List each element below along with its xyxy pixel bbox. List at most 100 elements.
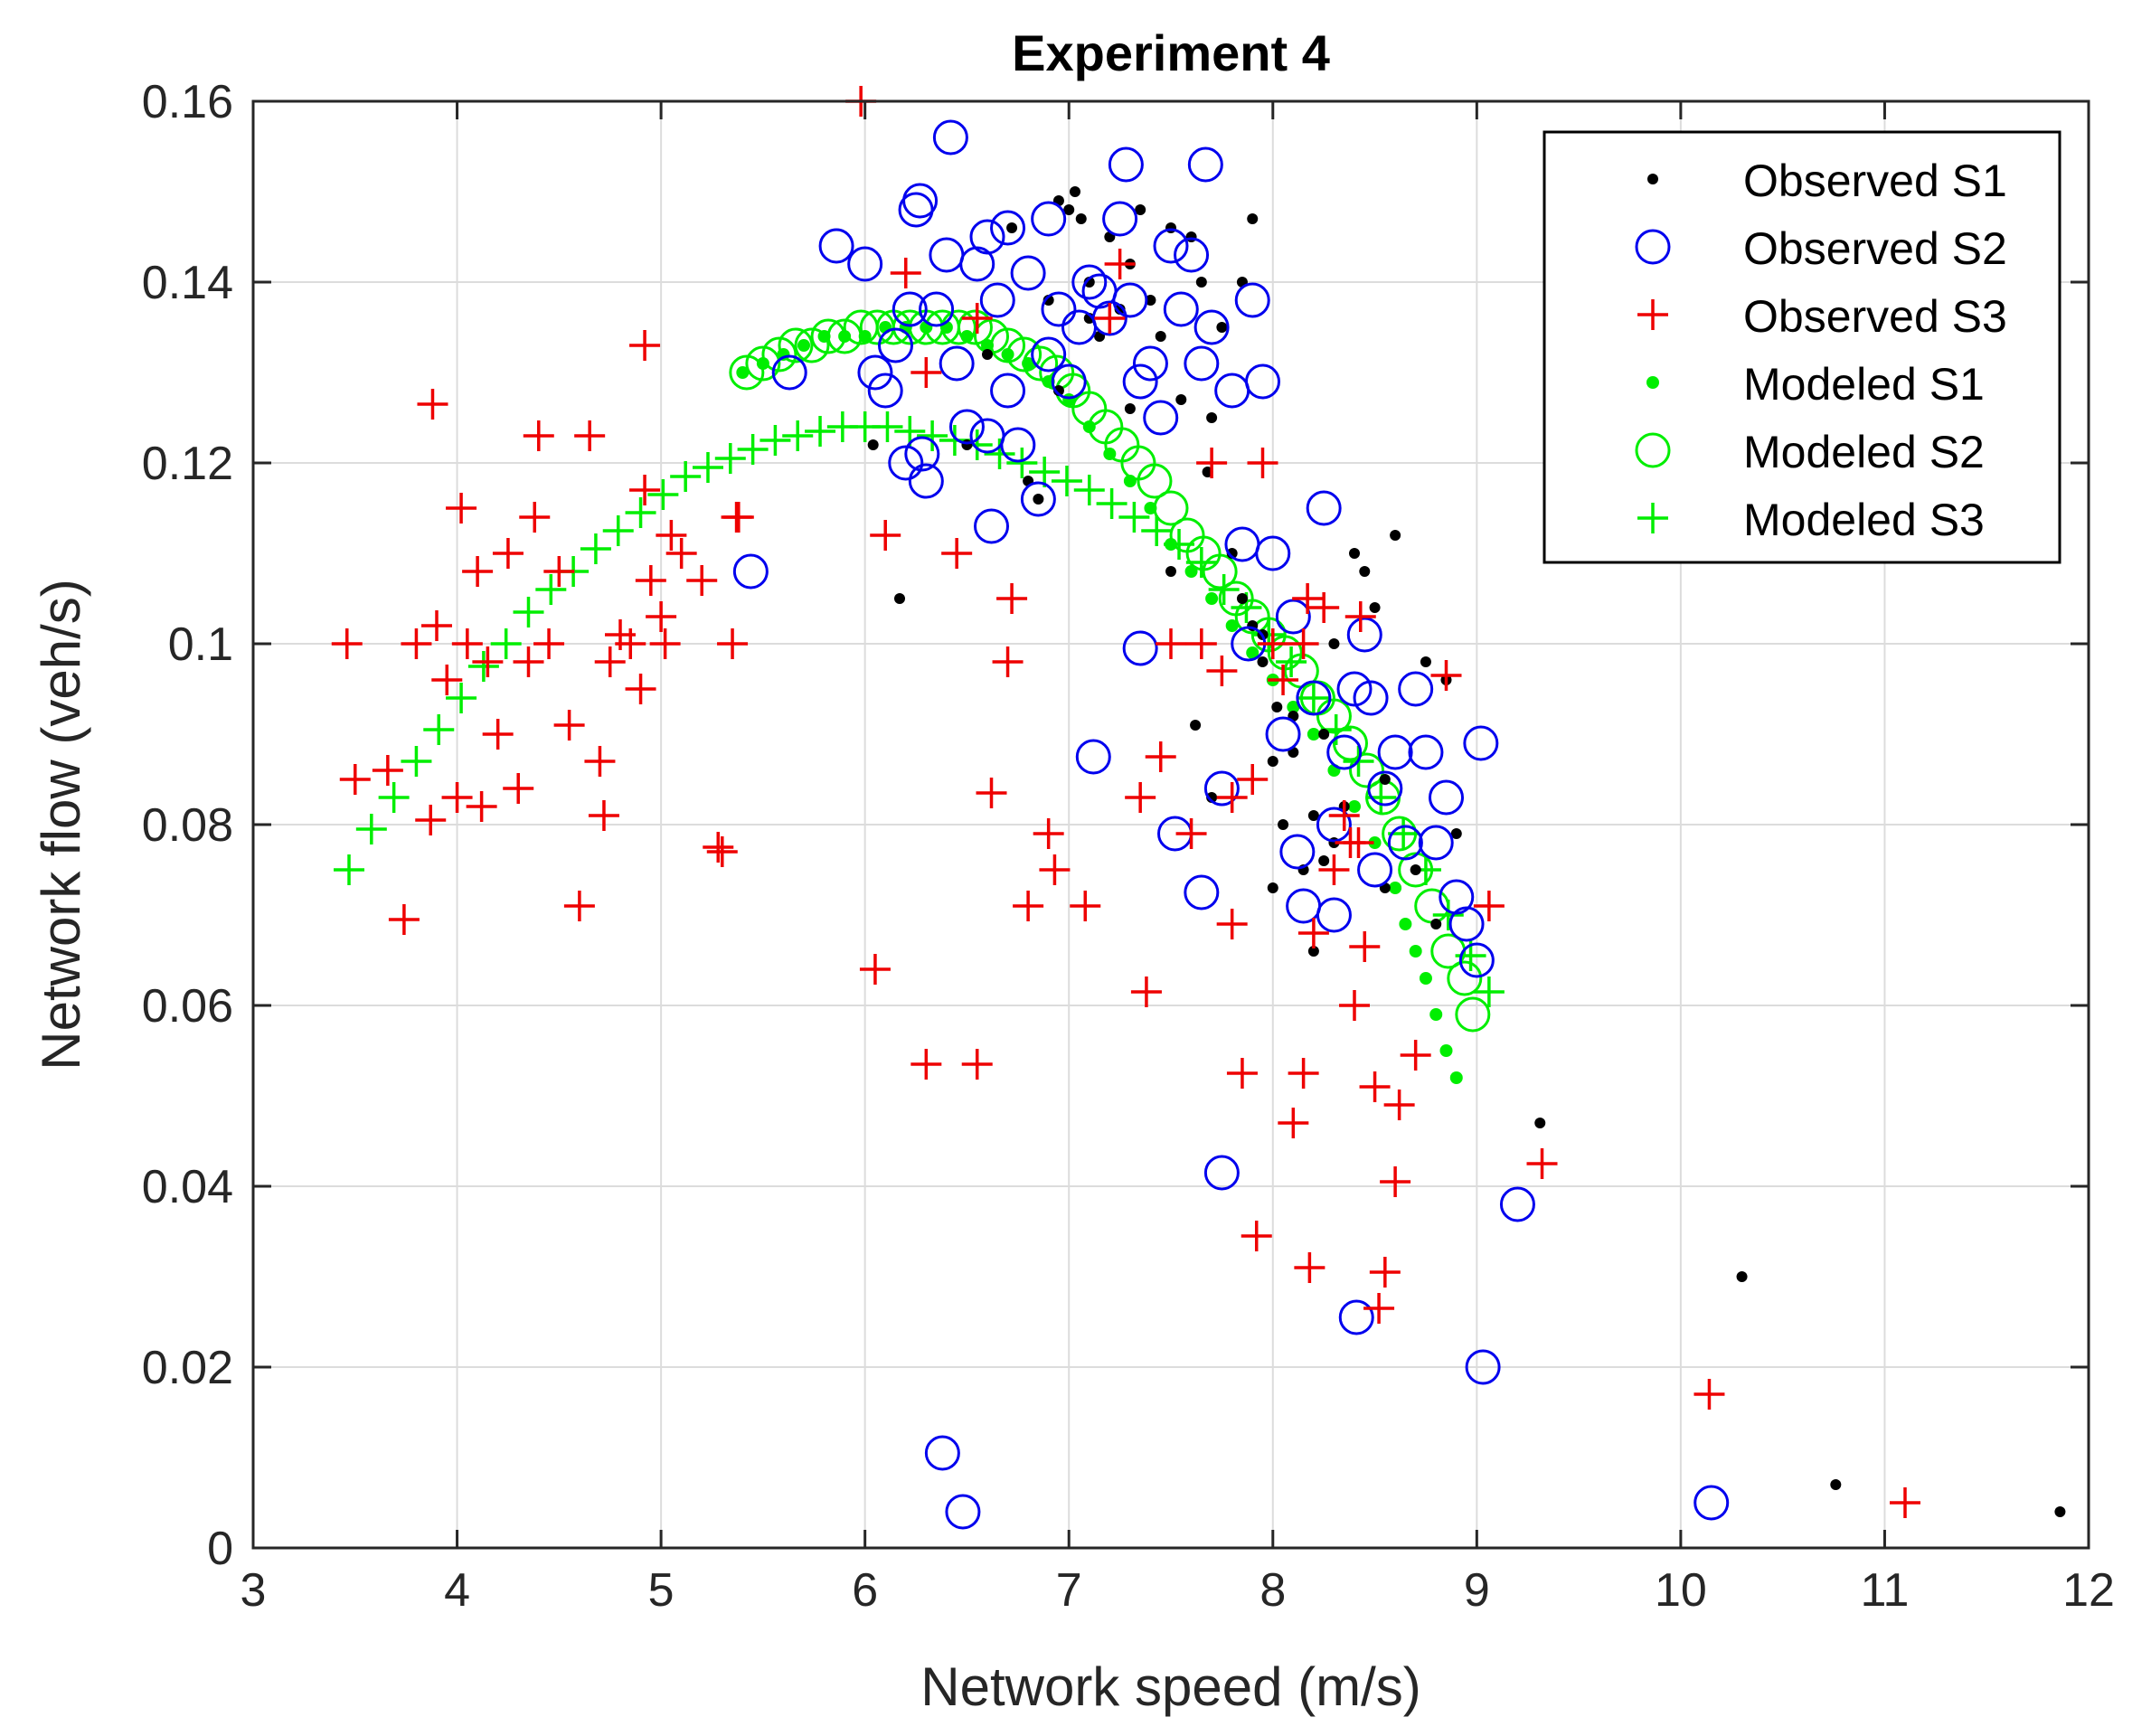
point-modeled-s2 [940,309,976,345]
point-modeled-s3 [670,461,702,492]
point-modeled-s3 [805,416,836,447]
point-observed-s3 [1400,1040,1431,1071]
point-observed-s1 [1318,729,1330,740]
point-observed-s3 [417,389,448,420]
point-observed-s3 [686,565,718,596]
point-observed-s3 [1294,1252,1326,1283]
point-observed-s3 [1145,741,1176,772]
point-observed-s2 [1306,490,1342,526]
point-modeled-s2 [990,327,1026,363]
point-observed-s1 [1379,774,1391,785]
point-observed-s3 [492,538,524,569]
point-observed-s3 [1039,854,1071,885]
point-observed-s2 [1184,874,1220,910]
point-observed-s3 [1297,918,1329,948]
point-modeled-s3 [446,683,477,713]
ticks: 3 4 5 6 7 8 9 10 11 12 0 0.02 0.04 0.06 0.08 0.1 0.12 0.1… [142,76,2115,1617]
point-observed-s3 [1070,891,1101,921]
point-modeled-s1 [756,357,769,370]
legend-marker-observed-s1 [1647,174,1658,184]
point-observed-s3 [1226,1058,1258,1089]
point-modeled-s2 [1332,725,1368,761]
point-observed-s1 [894,593,906,604]
point-observed-s3 [482,719,514,750]
point-observed-s2 [1346,617,1382,653]
point-observed-s3 [421,610,452,641]
point-observed-s2 [1265,716,1301,752]
point-modeled-s1 [1429,1008,1443,1021]
point-observed-s1 [1349,548,1360,559]
point-observed-s3 [1380,1166,1411,1197]
point-modeled-s3 [1073,475,1105,505]
x-tick-label: 4 [444,1564,470,1617]
point-observed-s3 [1094,303,1126,334]
point-observed-s3 [961,303,993,334]
point-observed-s3 [401,628,432,659]
point-modeled-s2 [745,345,781,382]
point-observed-s3 [721,502,752,533]
point-observed-s3 [1185,628,1217,659]
x-tick-label: 8 [1259,1564,1286,1617]
point-observed-s3 [472,646,504,677]
x-tick-label: 11 [1860,1564,1909,1617]
point-modeled-s3 [1006,448,1038,478]
point-observed-s3 [1013,891,1044,921]
point-observed-s2 [1279,834,1316,870]
point-modeled-s3 [1297,683,1329,713]
point-observed-s2 [1296,680,1332,716]
point-modeled-s3 [1051,466,1082,496]
point-observed-s3 [388,904,420,935]
point-observed-s2 [732,553,769,590]
point-modeled-s2 [778,327,814,363]
series-modeled-s3 [334,411,1505,1007]
point-observed-s2 [1255,535,1291,571]
legend-label-observed-s1: Observed S1 [1743,156,2007,206]
y-tick-label: 0.06 [142,980,233,1033]
point-observed-s2 [969,219,1005,255]
x-tick-label: 5 [648,1564,675,1617]
point-observed-s3 [415,805,447,835]
point-observed-s2 [1499,1186,1535,1222]
point-observed-s1 [1247,213,1259,224]
x-axis-title: Network speed (m/s) [920,1656,1420,1717]
point-observed-s3 [1363,1293,1395,1324]
point-observed-s3 [466,791,497,822]
point-observed-s2 [867,373,903,409]
point-observed-s2 [902,183,939,219]
point-observed-s1 [1206,412,1218,423]
point-observed-s1 [1318,855,1330,866]
point-modeled-s3 [401,746,432,777]
point-observed-s2 [1041,291,1077,327]
point-modeled-s3 [467,651,499,682]
point-modeled-s2 [1137,463,1173,499]
point-modeled-s3 [647,479,679,510]
point-observed-s2 [969,418,1005,454]
point-modeled-s3 [625,497,656,528]
point-modeled-s2 [1316,698,1352,734]
point-observed-s2 [1122,630,1158,666]
point-observed-s2 [1108,146,1144,183]
point-observed-s2 [1357,852,1393,888]
point-observed-s3 [910,1049,942,1080]
point-observed-s3 [1288,628,1319,659]
legend-marker-modeled-s2 [1635,432,1671,468]
point-observed-s3 [1216,782,1248,813]
point-observed-s2 [904,436,940,472]
point-observed-s2 [1010,255,1046,291]
point-observed-s3 [372,755,403,786]
point-observed-s2 [1448,906,1485,942]
point-observed-s3 [629,475,661,505]
point-modeled-s3 [1141,515,1173,546]
point-observed-s2 [1143,400,1179,436]
point-modeled-s3 [334,854,365,885]
point-observed-s2 [1429,779,1464,816]
point-observed-s3 [941,538,973,569]
point-modeled-s3 [759,425,791,456]
point-observed-s1 [1155,331,1166,342]
point-observed-s3 [543,556,575,587]
point-modeled-s2 [1455,996,1491,1033]
point-modeled-s3 [872,411,903,442]
point-observed-s2 [1245,363,1280,400]
point-observed-s3 [992,646,1024,677]
